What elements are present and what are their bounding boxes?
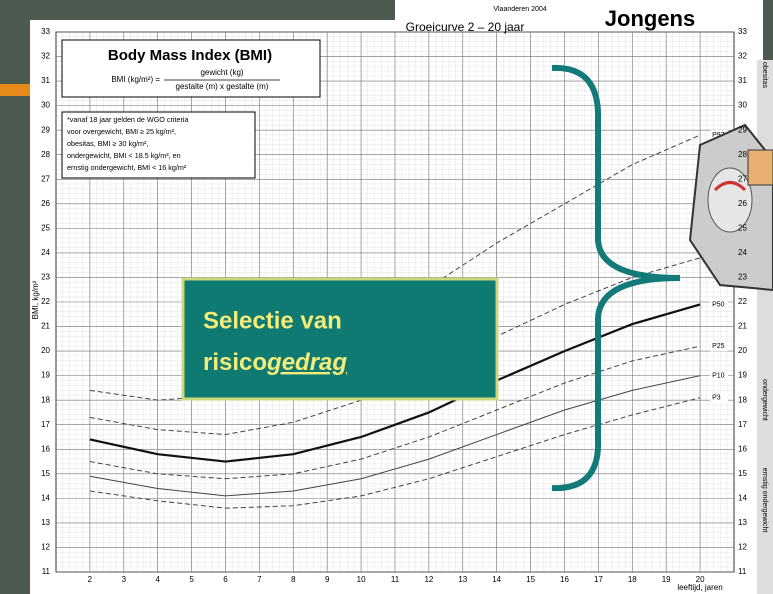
y-tick-label: 11 — [42, 567, 51, 576]
formula-denominator: gestalte (m) x gestalte (m) — [176, 82, 269, 91]
y-tick-label: 12 — [41, 543, 50, 552]
overlay-text: risicogedrag — [203, 349, 347, 376]
x-tick-label: 19 — [662, 575, 671, 584]
y-tick-label: 29 — [41, 125, 50, 134]
x-tick-label: 4 — [155, 575, 160, 584]
side-label: ernstig ondergewicht — [761, 468, 768, 533]
x-tick-label: 13 — [458, 575, 467, 584]
y-tick-label: 12 — [738, 543, 747, 552]
x-tick-label: 9 — [325, 575, 330, 584]
x-tick-label: 2 — [88, 575, 93, 584]
x-tick-label: 15 — [526, 575, 535, 584]
y-tick-label: 18 — [41, 395, 50, 404]
y-tick-label: 16 — [738, 444, 747, 453]
series-label: P50 — [712, 301, 725, 308]
series-label: P25 — [712, 343, 725, 350]
subtitle: Groeicurve 2 – 20 jaar — [406, 20, 525, 34]
y-tick-label: 33 — [738, 27, 747, 36]
chart-title: Body Mass Index (BMI) — [108, 47, 272, 64]
y-tick-label: 28 — [738, 150, 747, 159]
series-label: P3 — [712, 395, 721, 402]
y-tick-label: 25 — [738, 223, 747, 232]
x-tick-label: 8 — [291, 575, 296, 584]
x-tick-label: 11 — [391, 575, 400, 584]
y-tick-label: 29 — [738, 125, 747, 134]
side-label: ondergewicht — [761, 379, 768, 421]
y-tick-label: 27 — [41, 174, 50, 183]
y-tick-label: 23 — [738, 273, 747, 282]
y-tick-label: 31 — [738, 76, 747, 85]
y-tick-label: 30 — [41, 101, 50, 110]
note-line: obesitas, BMI ≥ 30 kg/m², — [67, 139, 148, 148]
y-tick-label: 30 — [738, 101, 747, 110]
note-line: ernstig ondergewicht, BMI < 16 kg/m² — [67, 163, 187, 172]
x-tick-label: 20 — [696, 575, 705, 584]
y-tick-label: 24 — [41, 248, 50, 257]
y-tick-label: 32 — [41, 52, 50, 61]
overlay-box — [183, 279, 497, 399]
y-tick-label: 14 — [738, 493, 747, 502]
y-tick-label: 32 — [738, 52, 747, 61]
overlay-prefix: risico — [203, 349, 267, 376]
y-tick-label: 22 — [41, 297, 50, 306]
slide: P97P75P50P25P10P3 Vlaanderen 2004 Groeic… — [0, 0, 773, 594]
y-tick-label: 16 — [41, 444, 50, 453]
y-tick-label: 31 — [41, 76, 50, 85]
y-tick-label: 17 — [738, 420, 747, 429]
y-tick-label: 28 — [41, 150, 50, 159]
y-tick-label: 21 — [738, 322, 747, 331]
y-tick-label: 20 — [41, 346, 50, 355]
x-tick-label: 6 — [223, 575, 228, 584]
y-tick-label: 33 — [41, 27, 50, 36]
y-tick-label: 21 — [41, 322, 50, 331]
y-tick-label: 25 — [41, 223, 50, 232]
x-tick-label: 16 — [560, 575, 569, 584]
y-tick-label: 20 — [738, 346, 747, 355]
x-tick-label: 10 — [357, 575, 366, 584]
x-tick-label: 14 — [492, 575, 501, 584]
x-axis-label: leeftijd, jaren — [677, 583, 722, 592]
y-tick-label: 18 — [738, 395, 747, 404]
x-tick-label: 3 — [122, 575, 127, 584]
group: Jongens — [605, 6, 695, 31]
x-tick-label: 7 — [257, 575, 262, 584]
y-tick-label: 22 — [738, 297, 747, 306]
overlay-emphasis: gedrag — [266, 349, 347, 376]
y-axis-label: BMI, kg/m² — [31, 280, 40, 319]
y-tick-label: 26 — [41, 199, 50, 208]
y-tick-label: 24 — [738, 248, 747, 257]
y-tick-label: 19 — [41, 371, 50, 380]
y-tick-label: 15 — [41, 469, 50, 478]
y-tick-label: 19 — [738, 371, 747, 380]
formula-numerator: gewicht (kg) — [200, 68, 243, 77]
y-tick-label: 17 — [41, 420, 50, 429]
note-line: voor overgewicht, BMI ≥ 25 kg/m², — [67, 127, 176, 136]
x-tick-label: 18 — [628, 575, 637, 584]
series-label: P10 — [712, 372, 725, 379]
formula-left: BMI (kg/m²) = — [111, 75, 160, 84]
y-tick-label: 14 — [41, 493, 50, 502]
x-tick-label: 12 — [424, 575, 433, 584]
y-tick-label: 11 — [738, 567, 747, 576]
side-label: obesitas — [761, 62, 768, 89]
y-tick-label: 13 — [41, 518, 50, 527]
region: Vlaanderen 2004 — [493, 6, 546, 13]
header-paper — [395, 0, 763, 22]
y-tick-label: 23 — [41, 273, 50, 282]
x-tick-label: 17 — [594, 575, 603, 584]
overlay-text: Selectie van — [203, 307, 342, 334]
y-tick-label: 27 — [738, 174, 747, 183]
y-tick-label: 26 — [738, 199, 747, 208]
y-tick-label: 15 — [738, 469, 747, 478]
note-line: *vanaf 18 jaar gelden de WGO criteria — [67, 115, 188, 124]
note-line: ondergewicht, BMI < 18.5 kg/m², en — [67, 151, 181, 160]
y-tick-label: 13 — [738, 518, 747, 527]
x-tick-label: 5 — [189, 575, 194, 584]
